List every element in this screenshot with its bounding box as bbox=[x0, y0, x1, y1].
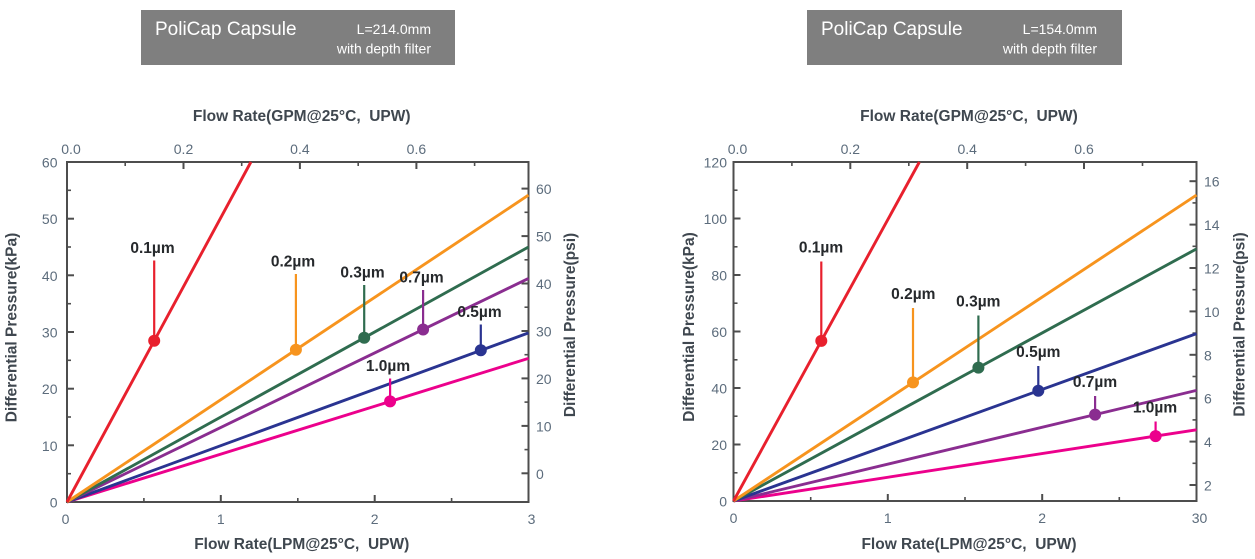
svg-text:Flow Rate(GPM@25°C, UPW): Flow Rate(GPM@25°C, UPW) bbox=[193, 108, 411, 125]
svg-text:0.5µm: 0.5µm bbox=[457, 304, 501, 321]
svg-text:3: 3 bbox=[528, 511, 536, 527]
svg-text:Differential Pressure(psi): Differential Pressure(psi) bbox=[1232, 232, 1249, 416]
svg-text:0.5µm: 0.5µm bbox=[1016, 344, 1060, 361]
svg-text:0.2µm: 0.2µm bbox=[891, 286, 935, 303]
svg-text:12: 12 bbox=[1204, 261, 1220, 277]
svg-text:0.1µm: 0.1µm bbox=[799, 240, 843, 257]
svg-text:with depth filter: with depth filter bbox=[1002, 41, 1097, 57]
svg-text:Differential Pressure(kPa): Differential Pressure(kPa) bbox=[681, 232, 698, 422]
svg-text:10: 10 bbox=[42, 438, 58, 454]
svg-text:Flow Rate(LPM@25°C, UPW): Flow Rate(LPM@25°C, UPW) bbox=[861, 536, 1076, 553]
svg-text:L=214.0mm: L=214.0mm bbox=[357, 21, 431, 37]
svg-text:Flow Rate(LPM@25°C, UPW): Flow Rate(LPM@25°C, UPW) bbox=[194, 536, 409, 553]
svg-text:120: 120 bbox=[704, 155, 728, 171]
svg-text:100: 100 bbox=[704, 211, 728, 227]
svg-text:0.3µm: 0.3µm bbox=[956, 294, 1000, 311]
svg-text:2: 2 bbox=[1038, 510, 1046, 526]
svg-text:0: 0 bbox=[536, 466, 544, 482]
svg-text:60: 60 bbox=[536, 181, 552, 197]
svg-text:1: 1 bbox=[884, 510, 892, 526]
svg-text:30: 30 bbox=[42, 325, 58, 341]
svg-text:0.6: 0.6 bbox=[1074, 141, 1094, 157]
svg-text:L=154.0mm: L=154.0mm bbox=[1023, 21, 1097, 37]
svg-text:0: 0 bbox=[719, 494, 727, 510]
svg-text:20: 20 bbox=[536, 371, 552, 387]
svg-text:40: 40 bbox=[42, 268, 58, 284]
svg-text:0: 0 bbox=[62, 511, 70, 527]
svg-text:10: 10 bbox=[1204, 304, 1220, 320]
svg-text:0.2µm: 0.2µm bbox=[271, 254, 315, 271]
svg-text:0.2: 0.2 bbox=[841, 141, 861, 157]
svg-text:0.0: 0.0 bbox=[61, 141, 81, 157]
svg-text:1.0µm: 1.0µm bbox=[366, 358, 410, 375]
svg-text:2: 2 bbox=[1204, 478, 1212, 494]
svg-text:Differential Pressure(kPa): Differential Pressure(kPa) bbox=[4, 233, 21, 423]
svg-text:0.6: 0.6 bbox=[407, 141, 427, 157]
svg-text:10: 10 bbox=[536, 418, 552, 434]
svg-text:Flow Rate(GPM@25°C, UPW): Flow Rate(GPM@25°C, UPW) bbox=[860, 108, 1078, 125]
svg-text:60: 60 bbox=[711, 324, 727, 340]
svg-text:0.4: 0.4 bbox=[957, 141, 977, 157]
svg-text:0.7µm: 0.7µm bbox=[1073, 374, 1117, 391]
svg-text:30: 30 bbox=[536, 324, 552, 340]
svg-text:Differential Pressure(psi): Differential Pressure(psi) bbox=[562, 233, 579, 417]
svg-text:PoliCap Capsule: PoliCap Capsule bbox=[155, 19, 297, 40]
svg-text:0.2: 0.2 bbox=[174, 141, 194, 157]
svg-text:20: 20 bbox=[42, 381, 58, 397]
svg-text:40: 40 bbox=[536, 276, 552, 292]
svg-text:6: 6 bbox=[1204, 391, 1212, 407]
svg-text:4: 4 bbox=[1204, 434, 1212, 450]
svg-text:1.0µm: 1.0µm bbox=[1133, 400, 1177, 417]
svg-text:40: 40 bbox=[711, 381, 727, 397]
svg-text:0.0: 0.0 bbox=[728, 141, 748, 157]
svg-text:0.3µm: 0.3µm bbox=[340, 265, 384, 282]
svg-text:30: 30 bbox=[1192, 510, 1208, 526]
svg-text:14: 14 bbox=[1204, 217, 1220, 233]
svg-text:1: 1 bbox=[217, 511, 225, 527]
svg-text:16: 16 bbox=[1204, 174, 1220, 190]
svg-text:2: 2 bbox=[371, 511, 379, 527]
svg-text:50: 50 bbox=[536, 229, 552, 245]
svg-text:50: 50 bbox=[42, 211, 58, 227]
svg-text:20: 20 bbox=[711, 437, 727, 453]
svg-text:8: 8 bbox=[1204, 347, 1212, 363]
svg-text:80: 80 bbox=[711, 268, 727, 284]
svg-text:with depth filter: with depth filter bbox=[336, 41, 431, 57]
svg-text:60: 60 bbox=[42, 155, 58, 171]
svg-text:PoliCap Capsule: PoliCap Capsule bbox=[821, 19, 963, 40]
svg-text:0.7µm: 0.7µm bbox=[399, 270, 443, 287]
svg-text:0.4: 0.4 bbox=[290, 141, 310, 157]
svg-text:0: 0 bbox=[50, 495, 58, 511]
svg-text:0.1µm: 0.1µm bbox=[130, 240, 174, 257]
svg-text:0: 0 bbox=[730, 510, 738, 526]
